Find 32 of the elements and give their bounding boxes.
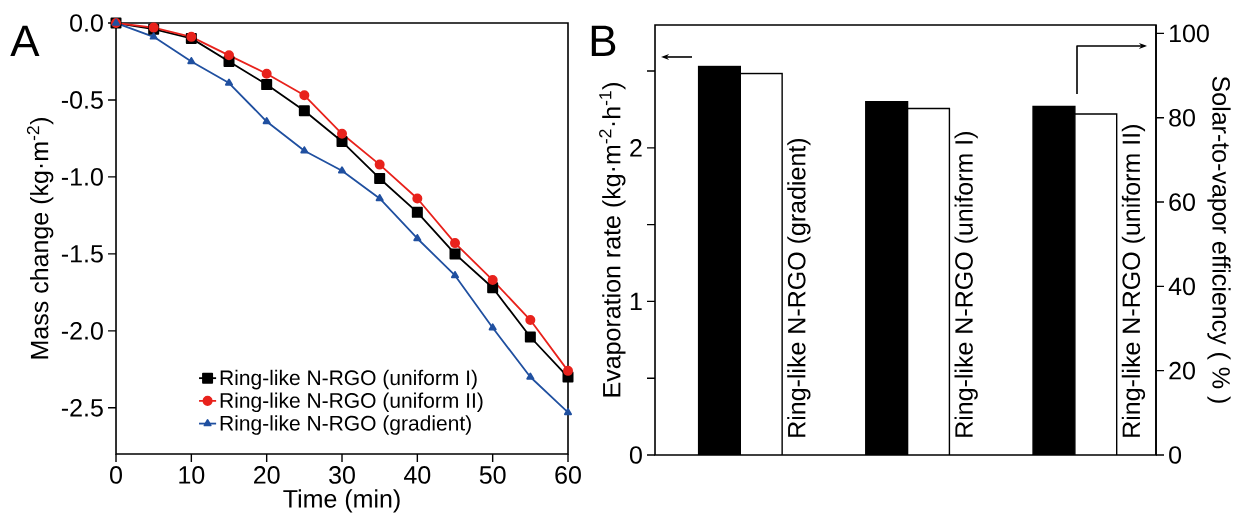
y-tick-label: -2.5	[61, 398, 103, 417]
y-tick-label: -0.5	[61, 91, 103, 109]
y-axis-title: Evaporation rate (kg·m$^{-2}$·h$^{-1}$)	[599, 83, 626, 397]
x-tick-label: 50	[479, 466, 506, 484]
legend-label: Ring-like N-RGO (uniform I)	[220, 369, 477, 390]
y2-axis-title: Solar-to-vapor efficiency ( % )	[1207, 76, 1231, 403]
x-tick-label: 40	[404, 466, 431, 484]
y-tick-label: 2	[630, 139, 642, 157]
x-tick-label: Ring-like N-RGO (gradient)	[787, 138, 811, 437]
legend-label: Ring-like N-RGO (uniform II)	[220, 392, 483, 413]
x-tick-label: 10	[179, 466, 205, 484]
x-tick-label: Ring-like N-RGO (uniform I)	[954, 132, 978, 437]
y-tick-label: -1.0	[61, 168, 103, 186]
x-axis-title: Time (min)	[283, 489, 400, 513]
text: B	[591, 25, 616, 56]
y2-tick-label: 60	[1169, 193, 1195, 211]
y-axis-title: Mass change (kg·m$^{-2}$)	[26, 118, 54, 359]
y-tick-label: -2.0	[61, 321, 103, 340]
y2-tick-label: 0	[1169, 446, 1182, 464]
y2-tick-label: 20	[1169, 361, 1195, 380]
y-tick-label: 1	[630, 292, 642, 311]
y2-tick-label: 80	[1169, 108, 1195, 127]
y-tick-label: 0.0	[70, 14, 103, 32]
y-tick-label: 0	[629, 446, 642, 464]
text: A	[10, 25, 40, 56]
x-tick-label: 0	[110, 466, 122, 484]
x-tick-label: Ring-like N-RGO (uniform II)	[1121, 125, 1146, 437]
x-tick-label: 20	[254, 466, 280, 484]
y2-tick-label: 100	[1170, 24, 1209, 43]
x-tick-label: 30	[329, 466, 355, 484]
y-tick-label: -1.5	[61, 245, 103, 263]
x-tick-label: 60	[555, 466, 581, 484]
